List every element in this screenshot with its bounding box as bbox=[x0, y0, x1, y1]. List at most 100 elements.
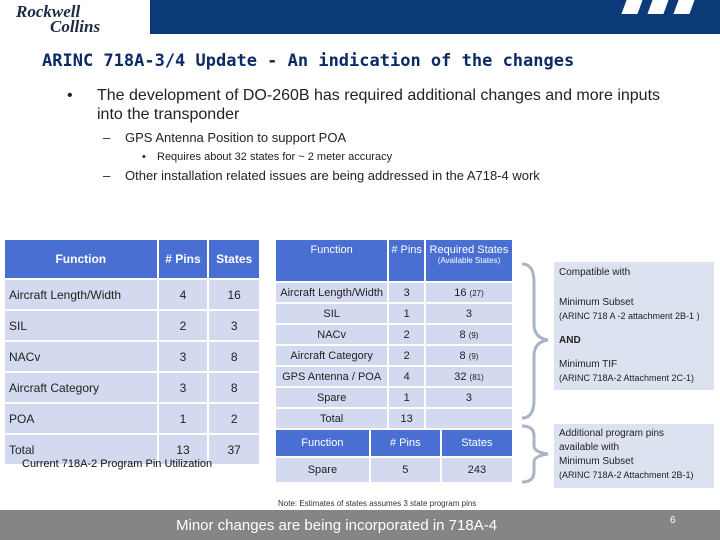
compat-line: Minimum Subset bbox=[559, 297, 634, 308]
dash-marker: – bbox=[103, 168, 111, 183]
header-stripe bbox=[150, 0, 720, 34]
cell-function: Spare bbox=[274, 456, 371, 484]
brace-icon bbox=[521, 424, 549, 484]
cell-pins: 13 bbox=[156, 433, 210, 466]
cell-function: Total bbox=[273, 407, 390, 430]
table-row: Aircraft Category 3 8 bbox=[3, 371, 261, 404]
table-row: Spare 1 3 bbox=[273, 386, 515, 409]
required-value: 16 bbox=[454, 286, 467, 299]
slide-title: ARINC 718A-3/4 Update - An indication of… bbox=[42, 51, 575, 71]
stripe-slash bbox=[647, 0, 669, 14]
cell-states: 16 (27) bbox=[423, 281, 515, 304]
col-header-states: States bbox=[439, 428, 515, 458]
cell-states: 8 (9) bbox=[423, 344, 515, 367]
additional-line: (ARINC 718A-2 Attachment 2B-1) bbox=[559, 470, 694, 480]
table-header-row: Function # Pins States bbox=[274, 428, 515, 458]
cell-states: 8 bbox=[207, 340, 261, 373]
table-row: POA 1 2 bbox=[3, 402, 261, 435]
compat-line: AND bbox=[559, 335, 581, 346]
cell-function: NACv bbox=[273, 323, 390, 346]
cell-function: Aircraft Category bbox=[273, 344, 390, 367]
table-row: NACv 3 8 bbox=[3, 340, 261, 373]
table-row: Aircraft Length/Width 3 16 (27) bbox=[273, 281, 515, 304]
cell-states: 16 bbox=[207, 278, 261, 311]
cell-states: 32 (81) bbox=[423, 365, 515, 388]
logo-line2: Collins bbox=[50, 17, 101, 36]
cell-function: Aircraft Length/Width bbox=[273, 281, 390, 304]
required-value: 3 bbox=[465, 391, 473, 404]
cell-function: GPS Antenna / POA bbox=[273, 365, 390, 388]
col-header-pins: # Pins bbox=[387, 238, 426, 283]
cell-function: Aircraft Category bbox=[3, 371, 159, 404]
cell-pins: 1 bbox=[387, 386, 426, 409]
cell-states: 243 bbox=[439, 456, 515, 484]
sub-bullet-2: – Other installation related issues are … bbox=[103, 168, 540, 183]
main-bullet-text: The development of DO-260B has required … bbox=[97, 87, 661, 123]
cell-pins: 5 bbox=[368, 456, 442, 484]
table-row: SIL 2 3 bbox=[3, 309, 261, 342]
cell-states bbox=[423, 407, 515, 430]
cell-function: SIL bbox=[273, 302, 390, 325]
available-value: (81) bbox=[469, 372, 484, 382]
sub-bullet-1: – GPS Antenna Position to support POA bbox=[103, 130, 346, 145]
compat-line: (ARINC 718A-2 Attachment 2C-1) bbox=[559, 373, 695, 383]
table-header-row: Function # Pins States bbox=[3, 238, 261, 280]
company-logo: Rockwell Collins bbox=[10, 2, 150, 36]
cell-pins: 2 bbox=[387, 344, 426, 367]
sub-bullet-2-text: Other installation related issues are be… bbox=[125, 168, 540, 183]
cell-states: 8 (9) bbox=[423, 323, 515, 346]
col-header-pins: # Pins bbox=[368, 428, 442, 458]
stripe-slash bbox=[621, 0, 643, 14]
bullet-marker: • bbox=[142, 151, 146, 163]
states-note: Note: Estimates of states assumes 3 stat… bbox=[278, 499, 477, 508]
slide-header: Rockwell Collins bbox=[0, 0, 720, 38]
slide-footer bbox=[0, 510, 720, 540]
required-value: 3 bbox=[465, 307, 473, 320]
col-header-function: Function bbox=[273, 238, 390, 283]
spare-pin-table: Function # Pins States Spare 5 243 bbox=[274, 428, 515, 484]
stripe-slash bbox=[673, 0, 695, 14]
col-header-states: States bbox=[207, 238, 261, 280]
cell-pins: 3 bbox=[156, 340, 210, 373]
table-row: Total 13 bbox=[273, 407, 515, 430]
cell-states: 3 bbox=[423, 302, 515, 325]
cell-pins: 13 bbox=[387, 407, 426, 430]
proposed-pin-table: Function # Pins Required States (Availab… bbox=[273, 238, 515, 430]
compat-line: (ARINC 718 A -2 attachment 2B-1 ) bbox=[559, 311, 700, 321]
required-value: 32 bbox=[454, 370, 467, 383]
col-header-required-states: Required States (Available States) bbox=[423, 238, 515, 283]
sub-sub-bullet: • Requires about 32 states for ~ 2 meter… bbox=[142, 151, 392, 163]
table-row: Total 13 37 bbox=[3, 433, 261, 466]
required-states-label: Required States bbox=[429, 244, 509, 256]
table-row: SIL 1 3 bbox=[273, 302, 515, 325]
additional-line: Minimum Subset bbox=[559, 456, 634, 467]
page-number: 6 bbox=[670, 515, 676, 526]
cell-pins: 3 bbox=[387, 281, 426, 304]
compatibility-box: Compatible with Minimum Subset (ARINC 71… bbox=[554, 262, 714, 390]
cell-pins: 2 bbox=[156, 309, 210, 342]
table-caption: Current 718A-2 Program Pin Utilization bbox=[22, 458, 213, 470]
cell-function: SIL bbox=[3, 309, 159, 342]
dash-marker: – bbox=[103, 130, 111, 145]
cell-states: 8 bbox=[207, 371, 261, 404]
cell-function: POA bbox=[3, 402, 159, 435]
cell-states: 3 bbox=[423, 386, 515, 409]
cell-states: 37 bbox=[207, 433, 261, 466]
required-value: 8 bbox=[459, 349, 466, 362]
additional-line: available with bbox=[559, 442, 620, 453]
bullet-marker: • bbox=[67, 87, 73, 104]
available-value: (9) bbox=[468, 330, 479, 340]
table-header-row: Function # Pins Required States (Availab… bbox=[273, 238, 515, 283]
table-row: Aircraft Category 2 8 (9) bbox=[273, 344, 515, 367]
cell-pins: 4 bbox=[156, 278, 210, 311]
cell-pins: 3 bbox=[156, 371, 210, 404]
table-row: Aircraft Length/Width 4 16 bbox=[3, 278, 261, 311]
col-header-function: Function bbox=[274, 428, 371, 458]
compat-line: Minimum TIF bbox=[559, 359, 618, 370]
brace-icon bbox=[521, 262, 549, 420]
sub-sub-bullet-text: Requires about 32 states for ~ 2 meter a… bbox=[157, 151, 393, 163]
available-states-note: (Available States) bbox=[437, 256, 501, 265]
cell-function: Spare bbox=[273, 386, 390, 409]
cell-states: 2 bbox=[207, 402, 261, 435]
required-value: 8 bbox=[459, 328, 466, 341]
